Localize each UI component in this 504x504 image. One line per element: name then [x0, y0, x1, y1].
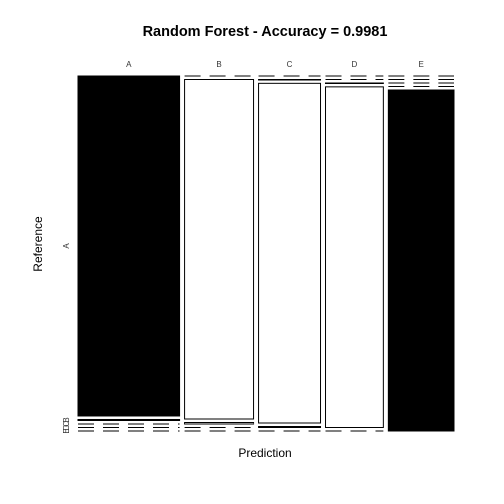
- x-axis-label: Prediction: [238, 446, 291, 460]
- y-tick-label-e: E: [62, 428, 71, 433]
- tile-d-c: [325, 82, 384, 84]
- y-tick-label-b: B: [62, 417, 71, 422]
- x-tick-label-a: A: [126, 60, 132, 69]
- y-axis-label: Reference: [31, 216, 45, 272]
- tile-c-d: [258, 426, 322, 428]
- tile-b-b: [184, 79, 255, 420]
- x-tick-label-e: E: [419, 60, 424, 69]
- y-tick-label-d: D: [62, 424, 71, 430]
- tile-c-c: [258, 82, 322, 424]
- x-tick-label-b: B: [216, 60, 221, 69]
- tile-c-b: [258, 79, 322, 81]
- y-tick-label-a: A: [62, 243, 71, 249]
- chart-title: Random Forest - Accuracy = 0.9981: [143, 24, 388, 40]
- tile-a-b: [77, 418, 181, 422]
- y-tick-label-c: C: [62, 421, 71, 427]
- tile-e-e: [387, 89, 455, 432]
- tile-b-c: [184, 422, 255, 425]
- tile-a-a: [77, 75, 181, 417]
- x-tick-label-c: C: [287, 60, 293, 69]
- tile-d-d: [325, 86, 384, 429]
- x-tick-labels: A B C D E: [126, 60, 424, 69]
- x-tick-label-d: D: [352, 60, 358, 69]
- mosaic-tiles: [77, 75, 455, 432]
